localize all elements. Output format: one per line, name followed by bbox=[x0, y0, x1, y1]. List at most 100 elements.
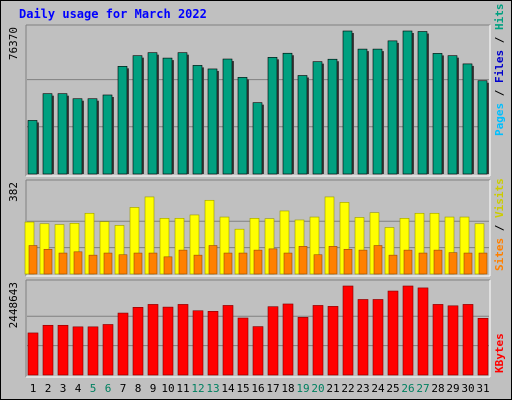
bar-kbytes-day-20 bbox=[312, 305, 324, 376]
bar-sites-day-4 bbox=[73, 251, 83, 275]
legend-entry: KBytes bbox=[493, 333, 506, 373]
day-label-7: 7 bbox=[120, 382, 127, 395]
bar-kbytes-day-4 bbox=[72, 326, 84, 376]
day-label-6: 6 bbox=[105, 382, 112, 395]
legend-entry: Files bbox=[493, 50, 506, 83]
bar-sites-day-17 bbox=[268, 248, 278, 275]
legend-entry: Visits bbox=[493, 178, 506, 218]
bar-sites-day-7 bbox=[118, 254, 128, 275]
bar-hits-day-7 bbox=[117, 66, 128, 175]
day-label-21: 21 bbox=[326, 382, 339, 395]
bar-sites-day-22 bbox=[343, 248, 353, 275]
bar-sites-day-8 bbox=[133, 252, 143, 275]
day-label-12: 12 bbox=[191, 382, 204, 395]
bar-hits-day-11 bbox=[177, 52, 188, 175]
bar-sites-day-10 bbox=[163, 256, 173, 275]
bar-sites-day-15 bbox=[238, 252, 248, 275]
bar-hits-day-24 bbox=[372, 48, 383, 175]
bar-kbytes-day-25 bbox=[387, 290, 399, 376]
bar-kbytes-day-31 bbox=[477, 317, 489, 376]
bar-hits-day-25 bbox=[387, 40, 398, 175]
bar-sites-day-25 bbox=[388, 254, 398, 275]
bar-sites-day-30 bbox=[463, 252, 473, 275]
bar-sites-day-20 bbox=[313, 254, 323, 275]
bar-kbytes-day-5 bbox=[87, 326, 99, 376]
day-label-2: 2 bbox=[45, 382, 52, 395]
bar-hits-day-8 bbox=[132, 55, 143, 175]
bar-hits-day-18 bbox=[282, 52, 293, 175]
day-label-24: 24 bbox=[371, 382, 385, 395]
bar-kbytes-day-14 bbox=[222, 305, 234, 376]
bar-kbytes-day-9 bbox=[147, 304, 159, 376]
day-label-25: 25 bbox=[386, 382, 399, 395]
day-label-22: 22 bbox=[341, 382, 354, 395]
bar-sites-day-19 bbox=[298, 246, 308, 275]
panel-sites-visits: 382 Sites / Visits bbox=[7, 178, 506, 277]
bar-hits-day-6 bbox=[102, 94, 113, 175]
bar-hits-day-21 bbox=[327, 58, 338, 175]
bar-hits-day-22 bbox=[342, 30, 353, 175]
day-label-27: 27 bbox=[416, 382, 429, 395]
bar-kbytes-day-8 bbox=[132, 307, 144, 376]
bar-sites-day-6 bbox=[103, 252, 113, 275]
bar-hits-day-1 bbox=[27, 120, 38, 175]
day-label-19: 19 bbox=[296, 382, 309, 395]
bar-hits-day-2 bbox=[42, 93, 53, 175]
axis-max-label: 382 bbox=[7, 182, 20, 202]
day-label-8: 8 bbox=[135, 382, 142, 395]
day-label-23: 23 bbox=[356, 382, 369, 395]
bar-kbytes-day-22 bbox=[342, 285, 354, 376]
bar-kbytes-day-7 bbox=[117, 312, 129, 376]
day-label-28: 28 bbox=[431, 382, 444, 395]
axis-max-label: 2448643 bbox=[7, 282, 20, 328]
day-label-13: 13 bbox=[206, 382, 219, 395]
bar-hits-day-9 bbox=[147, 52, 158, 175]
bar-hits-day-16 bbox=[252, 102, 263, 175]
legend-entry: Sites bbox=[493, 238, 506, 271]
day-label-10: 10 bbox=[161, 382, 174, 395]
bar-kbytes-day-15 bbox=[237, 317, 249, 376]
bar-hits-day-12 bbox=[192, 65, 203, 175]
bar-sites-day-26 bbox=[403, 249, 413, 275]
bar-kbytes-day-12 bbox=[192, 310, 204, 376]
bar-kbytes-day-10 bbox=[162, 306, 174, 376]
day-label-11: 11 bbox=[176, 382, 189, 395]
legend-entry: / bbox=[493, 83, 506, 103]
legend-entry: Hits bbox=[493, 4, 506, 31]
day-label-9: 9 bbox=[150, 382, 157, 395]
legend-entry: / bbox=[493, 30, 506, 50]
bar-kbytes-day-23 bbox=[357, 299, 369, 376]
day-label-29: 29 bbox=[446, 382, 459, 395]
bar-sites-day-27 bbox=[418, 252, 428, 275]
bar-kbytes-day-3 bbox=[57, 324, 69, 376]
bar-hits-day-3 bbox=[57, 93, 68, 175]
axis-max-label: 76370 bbox=[7, 27, 20, 60]
bar-sites-day-1 bbox=[28, 245, 38, 275]
bar-sites-day-5 bbox=[88, 254, 98, 275]
bar-kbytes-day-2 bbox=[42, 324, 54, 376]
panel-pages-files-hits: 76370 Pages / Files / Hits bbox=[7, 4, 506, 177]
bar-sites-day-14 bbox=[223, 252, 233, 275]
bar-sites-day-31 bbox=[478, 252, 488, 275]
bar-hits-day-19 bbox=[297, 75, 308, 175]
bar-sites-day-29 bbox=[448, 252, 458, 275]
bar-hits-day-23 bbox=[357, 48, 368, 175]
bar-hits-day-5 bbox=[87, 98, 98, 175]
bar-kbytes-day-30 bbox=[462, 304, 474, 376]
day-label-3: 3 bbox=[60, 382, 67, 395]
bar-sites-day-12 bbox=[193, 254, 203, 275]
bar-hits-day-26 bbox=[402, 30, 413, 175]
bar-hits-day-28 bbox=[432, 53, 443, 175]
legend-kbytes: KBytes bbox=[493, 333, 506, 373]
bar-kbytes-day-6 bbox=[102, 324, 114, 376]
legend-entry: Pages bbox=[493, 103, 506, 136]
bar-hits-day-27 bbox=[417, 31, 428, 175]
day-label-17: 17 bbox=[266, 382, 279, 395]
day-label-16: 16 bbox=[251, 382, 264, 395]
panel-kbytes: 2448643 KBytes bbox=[7, 279, 506, 378]
legend-pages-files-hits: Pages / Files / Hits bbox=[493, 4, 506, 137]
bar-kbytes-day-27 bbox=[417, 287, 429, 376]
chart-title: Daily usage for March 2022 bbox=[19, 7, 207, 21]
day-label-15: 15 bbox=[236, 382, 249, 395]
day-label-26: 26 bbox=[401, 382, 414, 395]
